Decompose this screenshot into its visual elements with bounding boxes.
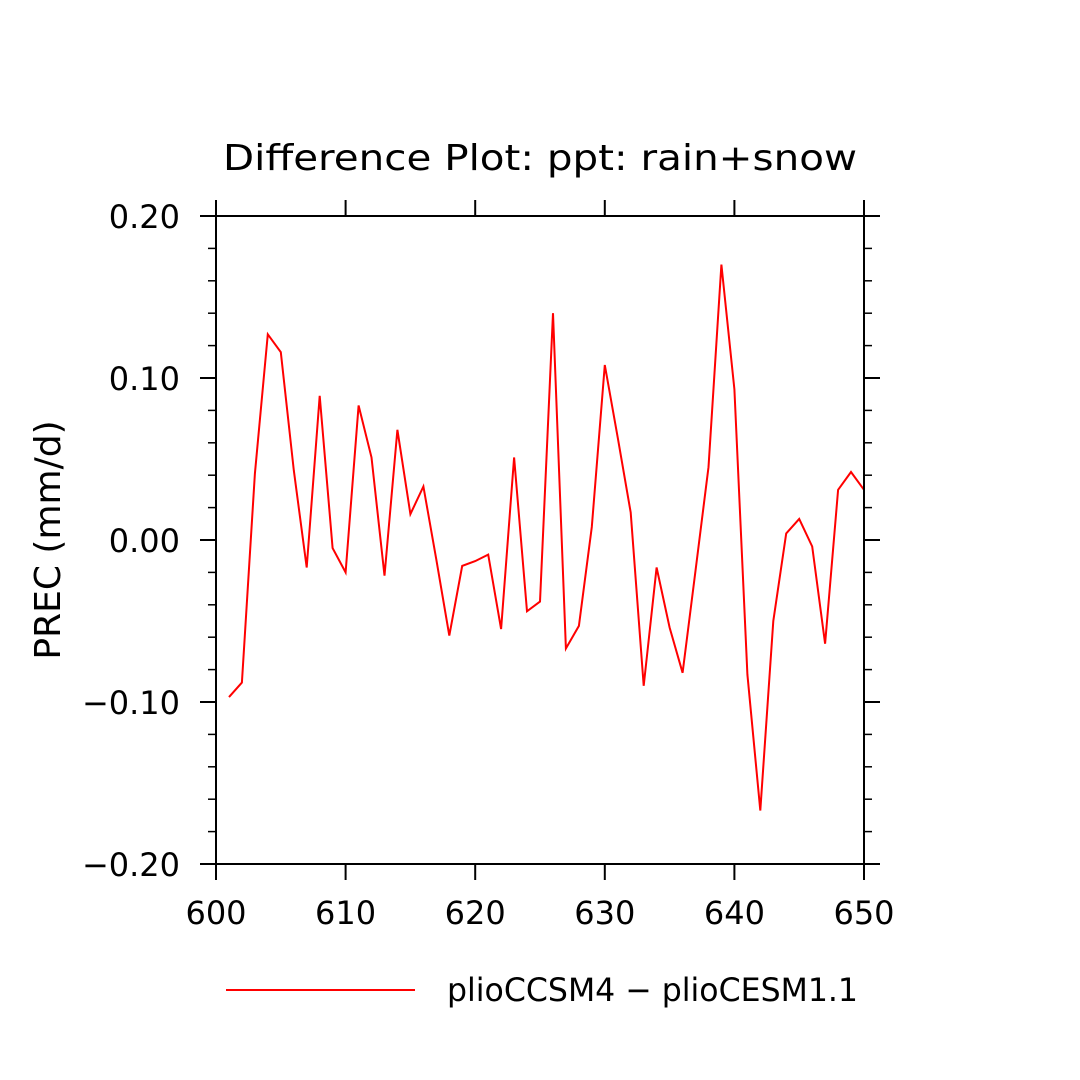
y-tick-label: −0.10 <box>82 684 180 722</box>
axis-tick-labels: 600 610 620 630 640 650 −0.20 −0.10 0.00 0.10 0.20 <box>82 198 895 932</box>
x-tick-label: 610 <box>315 894 376 932</box>
x-tick-label: 640 <box>704 894 765 932</box>
chart-title: Difference Plot: ppt: rain+snow <box>223 138 857 179</box>
series-line-0 <box>228 264 865 811</box>
plot-frame <box>215 215 865 865</box>
x-tick-label: 650 <box>833 894 894 932</box>
legend-label: plioCCSM4 − plioCESM1.1 <box>447 971 858 1009</box>
y-tick-label: 0.00 <box>109 522 180 560</box>
y-tick-label: −0.20 <box>82 846 180 884</box>
series-layer <box>228 264 865 811</box>
axis-ticks <box>200 200 880 880</box>
x-tick-label: 620 <box>445 894 506 932</box>
y-tick-label: 0.20 <box>109 198 180 236</box>
legend: plioCCSM4 − plioCESM1.1 <box>226 971 858 1009</box>
y-tick-label: 0.10 <box>109 360 180 398</box>
y-axis-label: PREC (mm/d) <box>28 420 69 659</box>
x-tick-label: 600 <box>185 894 246 932</box>
x-tick-label: 630 <box>574 894 635 932</box>
